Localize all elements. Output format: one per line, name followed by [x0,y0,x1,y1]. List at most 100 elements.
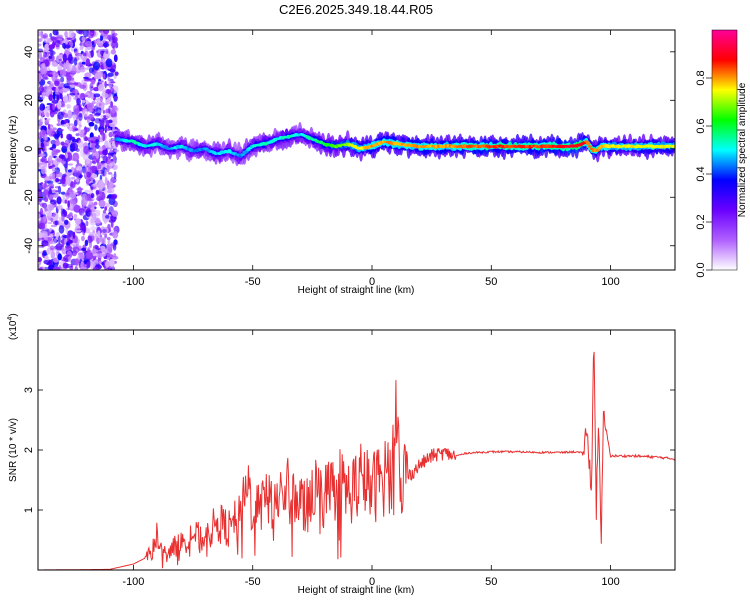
noise-speckle [53,133,59,138]
noise-speckle [67,163,73,166]
noise-speckle [42,91,47,97]
noise-speckle [97,84,105,92]
noise-speckle [53,266,60,270]
noise-speckle [64,44,71,49]
noise-speckle [94,72,102,80]
noise-speckle [100,104,105,112]
noise-speckle [79,45,84,51]
noise-speckle [90,204,97,213]
noise-speckle [52,91,56,101]
noise-speckle [42,53,48,58]
x-tick-label: 0 [369,576,375,588]
noise-speckle [115,41,119,49]
noise-speckle [98,170,101,174]
noise-speckle [85,166,88,175]
snr-background [38,330,675,570]
noise-speckle [38,125,42,130]
noise-speckle [98,80,102,84]
noise-speckle [63,62,67,72]
noise-speckle [44,117,47,120]
snr-panel: -100 -50 0 50 100 1 2 3 Height of straight lin… [7,313,676,596]
noise-speckle [94,124,98,131]
noise-speckle [47,123,51,130]
noise-speckle [102,250,107,253]
noise-speckle [48,55,53,59]
noise-speckle [56,123,62,126]
noise-speckle [43,242,49,246]
noise-speckle [47,180,54,185]
noise-speckle [98,146,103,152]
y-tick-label: 0 [23,146,35,152]
noise-speckle [86,158,91,165]
noise-speckle [44,208,48,212]
spectrogram-y-ticks: -40 -20 0 20 40 [23,46,675,254]
colorbar-tick-label: 0.2 [695,214,707,229]
snr-series [38,351,675,570]
noise-speckle [84,136,88,142]
noise-speckle [91,101,96,105]
noise-speckle [38,73,42,82]
noise-speckle [90,192,95,199]
noise-speckle [47,221,53,225]
noise-speckle [81,212,85,217]
noise-speckle [104,80,107,89]
noise-speckle [52,41,56,49]
noise-speckle [83,108,89,118]
noise-speckle [75,178,80,183]
noise-speckle [49,245,55,251]
noise-speckle [49,32,53,38]
noise-speckle [60,191,66,195]
noise-speckle [38,222,46,230]
noise-speckle [57,185,62,195]
noise-speckle [95,189,99,195]
x-tick-label: -100 [122,576,144,588]
noise-speckle [67,110,73,119]
noise-speckle [67,123,75,126]
snr-scale-suffix: ) [8,313,19,316]
noise-speckle [107,171,113,175]
noise-speckle [38,162,44,166]
noise-speckle [60,76,65,83]
noise-speckle [38,31,43,37]
noise-speckle [80,148,85,158]
noise-speckle [113,253,117,257]
ridge-core [587,145,593,148]
noise-speckle [106,236,111,241]
noise-speckle [108,105,111,114]
noise-speckle [40,115,44,123]
noise-speckle [110,49,117,55]
noise-speckle [107,34,113,41]
noise-speckle [51,62,59,67]
noise-speckle [44,197,49,203]
colorbar-tick-label: 0.8 [695,70,707,85]
noise-speckle [81,61,86,65]
noise-speckle [45,119,50,123]
noise-speckle [71,113,77,119]
noise-speckle [90,226,97,231]
noise-speckle [82,165,87,174]
noise-speckle-layer [38,30,120,270]
x-tick-label: -50 [245,576,261,588]
noise-speckle [80,224,85,231]
y-tick-label: -20 [23,189,35,205]
noise-speckle [67,53,73,62]
noise-speckle [51,164,56,168]
noise-speckle [107,239,111,244]
noise-speckle [47,74,53,77]
noise-speckle [54,220,58,226]
noise-speckle [84,189,90,193]
y-tick-label: 40 [23,46,35,58]
noise-speckle [50,224,58,228]
noise-speckle [38,257,43,262]
x-tick-label: 0 [369,276,375,288]
noise-speckle [62,262,69,269]
noise-speckle [74,223,79,227]
x-tick-label: 50 [485,276,497,288]
noise-speckle [96,48,102,58]
noise-speckle [97,230,101,239]
noise-speckle [112,129,118,132]
noise-speckle [107,189,112,194]
noise-speckle [46,247,51,255]
noise-speckle [99,42,103,47]
noise-speckle [86,32,94,35]
